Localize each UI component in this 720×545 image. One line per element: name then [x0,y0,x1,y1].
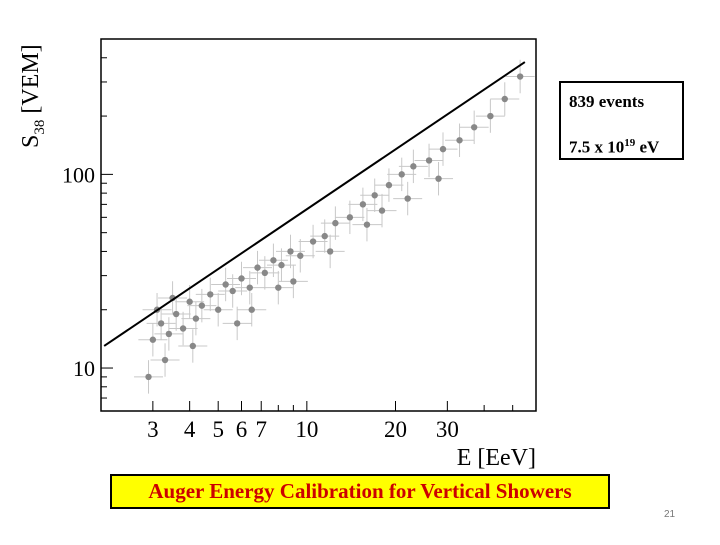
event-count-label: 839 events [569,92,645,111]
energy-threshold-label: 7.5 x 1019 eV [569,137,659,158]
data-point [233,320,241,327]
data-point [157,320,165,327]
x-tick-label: 3 [147,417,159,442]
fit-line-group [103,61,526,347]
x-tick-label: 6 [236,417,248,442]
data-point [161,356,169,364]
data-point [321,232,328,240]
data-point [149,336,157,343]
data-point [189,342,197,350]
x-tick-label: 30 [436,417,459,442]
data-point [410,163,417,170]
data-point [192,315,200,322]
x-axis-label: E [EeV] [457,445,536,471]
data-point [145,373,152,381]
data-point [359,201,367,208]
plot-frame [100,38,537,412]
slide-caption: Auger Energy Calibration for Vertical Sh… [110,474,610,509]
y-tick-label: 10 [73,356,95,381]
data-point [332,219,339,227]
data-point [229,287,236,295]
data-point [290,278,297,285]
data-point [165,330,173,338]
x-tick-label: 20 [384,417,407,442]
data-points [145,73,524,381]
data-point [198,302,206,309]
energy-unit: eV [635,137,660,157]
data-point [516,73,524,80]
data-point [439,145,447,153]
data-point [346,214,354,221]
data-point [214,306,222,313]
data-point [297,252,304,259]
energy-exponent: 19 [624,137,636,149]
y-tick-label: 100 [62,162,95,187]
axis-ticks: 3 4 5 6 7 10 20 30 10 100 [62,57,514,442]
x-tick-label: 7 [255,417,267,442]
slide-number: 21 [664,509,676,520]
data-point [261,269,269,277]
data-point [404,195,411,202]
data-point [385,181,393,189]
x-tick-label: 5 [212,417,224,442]
data-point [207,291,214,298]
data-point [501,95,508,103]
y-axis-label: S38 [VEM] [18,44,48,148]
data-point [309,238,317,245]
data-point [435,175,442,182]
data-point [326,248,334,255]
data-point [425,157,433,164]
data-point [378,207,386,214]
data-point [248,306,255,313]
data-point [172,310,180,318]
data-point [287,248,294,255]
data-point [363,221,371,228]
x-tick-label: 10 [295,417,318,442]
data-point [470,124,478,131]
annotation-box: 839 events 7.5 x 1019 eV [559,81,684,160]
data-point [246,284,253,291]
data-point [456,137,463,144]
data-point [270,257,277,264]
data-point [275,284,282,291]
data-point [186,298,193,305]
fit-line [103,61,526,347]
data-point [238,275,245,282]
data-point [487,112,494,120]
data-point [254,264,261,271]
data-point [222,281,229,288]
data-point [179,325,187,332]
data-point [398,171,405,178]
x-tick-label: 4 [184,417,196,442]
energy-mantissa: 7.5 x 10 [569,137,625,157]
data-point [278,261,285,269]
data-point [371,192,378,199]
